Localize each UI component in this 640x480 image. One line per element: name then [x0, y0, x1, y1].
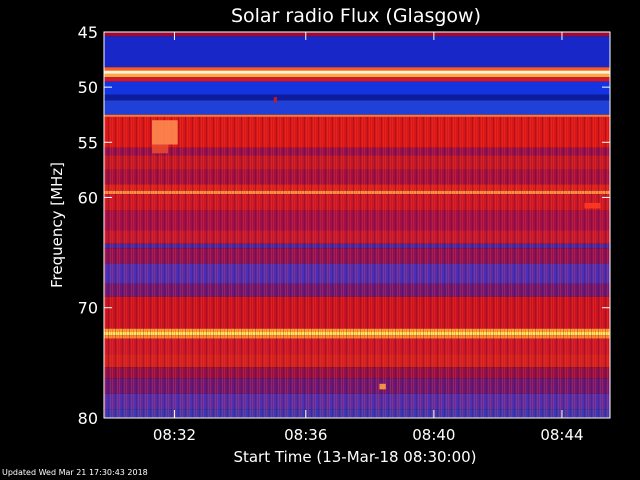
emission-feature [152, 120, 178, 145]
plot-area [103, 31, 611, 419]
plot-frame [103, 31, 611, 419]
x-tick-label: 08:32 [153, 426, 196, 444]
x-axis-label: Start Time (13-Mar-18 08:30:00) [233, 448, 476, 466]
y-tick-label: 45 [78, 23, 98, 42]
streak-texture [104, 116, 610, 419]
y-tick-label: 80 [78, 409, 98, 428]
frequency-band [104, 114, 610, 117]
updated-timestamp: Updated Wed Mar 21 17:30:43 2018 [2, 468, 148, 477]
x-tick-label: 08:36 [284, 426, 327, 444]
y-tick-label: 55 [78, 133, 98, 152]
x-tick-label: 08:40 [412, 426, 455, 444]
frequency-band [104, 94, 610, 101]
emission-feature [379, 383, 386, 390]
emission-feature [584, 202, 601, 209]
emission-feature [273, 97, 277, 103]
emission-feature [152, 144, 169, 154]
frequency-band [104, 36, 610, 68]
frequency-band [104, 100, 610, 115]
frequency-band [104, 67, 610, 71]
frequency-band [104, 32, 610, 37]
chart-title: Solar radio Flux (Glasgow) [231, 5, 481, 27]
x-axis: 08:32 08:36 08:40 08:44 [153, 32, 584, 444]
y-tick-label: 60 [78, 188, 98, 207]
y-axis: 45 50 55 60 70 80 [78, 23, 610, 428]
y-tick-label: 50 [78, 78, 98, 97]
y-tick-label: 70 [78, 299, 98, 318]
frequency-band [104, 73, 610, 78]
y-axis-label: Frequency [MHz] [48, 162, 66, 288]
frequency-band [104, 77, 610, 82]
x-tick-label: 08:44 [540, 426, 583, 444]
frequency-band [104, 70, 610, 74]
frequency-band [104, 81, 610, 95]
emission-features [152, 97, 601, 390]
